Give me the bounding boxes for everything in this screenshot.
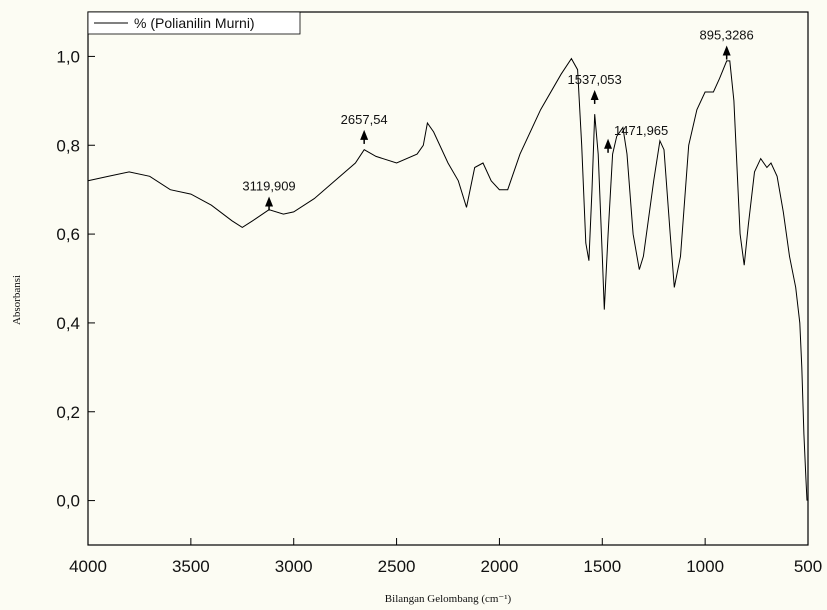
x-tick-label: 4000 xyxy=(69,557,107,576)
y-tick-label: 0,4 xyxy=(56,314,80,333)
annotation-label: 895,3286 xyxy=(700,28,754,43)
y-axis-label: Absorbansi xyxy=(11,275,23,325)
annotation-label: 2657,54 xyxy=(341,112,388,127)
annotation-label: 1537,053 xyxy=(568,72,622,87)
plot-frame xyxy=(88,12,808,545)
annotation-arrowhead xyxy=(360,130,368,140)
x-tick-label: 3500 xyxy=(172,557,210,576)
y-tick-label: 1,0 xyxy=(56,47,80,66)
x-tick-label: 3000 xyxy=(275,557,313,576)
x-tick-label: 2000 xyxy=(481,557,519,576)
annotation-arrowhead xyxy=(604,139,612,149)
legend-label: % (Polianilin Murni) xyxy=(134,15,255,31)
y-tick-label: 0,2 xyxy=(56,403,80,422)
y-tick-label: 0,6 xyxy=(56,225,80,244)
annotation-label: 1471,965 xyxy=(614,123,668,138)
annotation-label: 3119,909 xyxy=(242,179,295,194)
x-tick-label: 1000 xyxy=(686,557,724,576)
y-tick-label: 0,0 xyxy=(56,492,80,511)
annotation-arrowhead xyxy=(723,46,731,56)
spectrum-line xyxy=(88,59,807,501)
x-tick-label: 500 xyxy=(794,557,822,576)
x-axis-label: Bilangan Gelombang (cm⁻¹) xyxy=(385,593,512,605)
annotation-arrowhead xyxy=(265,197,273,207)
chart: Absorbansi Bilangan Gelombang (cm⁻¹) 0,0… xyxy=(0,0,827,610)
y-tick-label: 0,8 xyxy=(56,136,80,155)
x-tick-label: 1500 xyxy=(583,557,621,576)
annotation-arrowhead xyxy=(591,90,599,100)
x-tick-label: 2500 xyxy=(378,557,416,576)
